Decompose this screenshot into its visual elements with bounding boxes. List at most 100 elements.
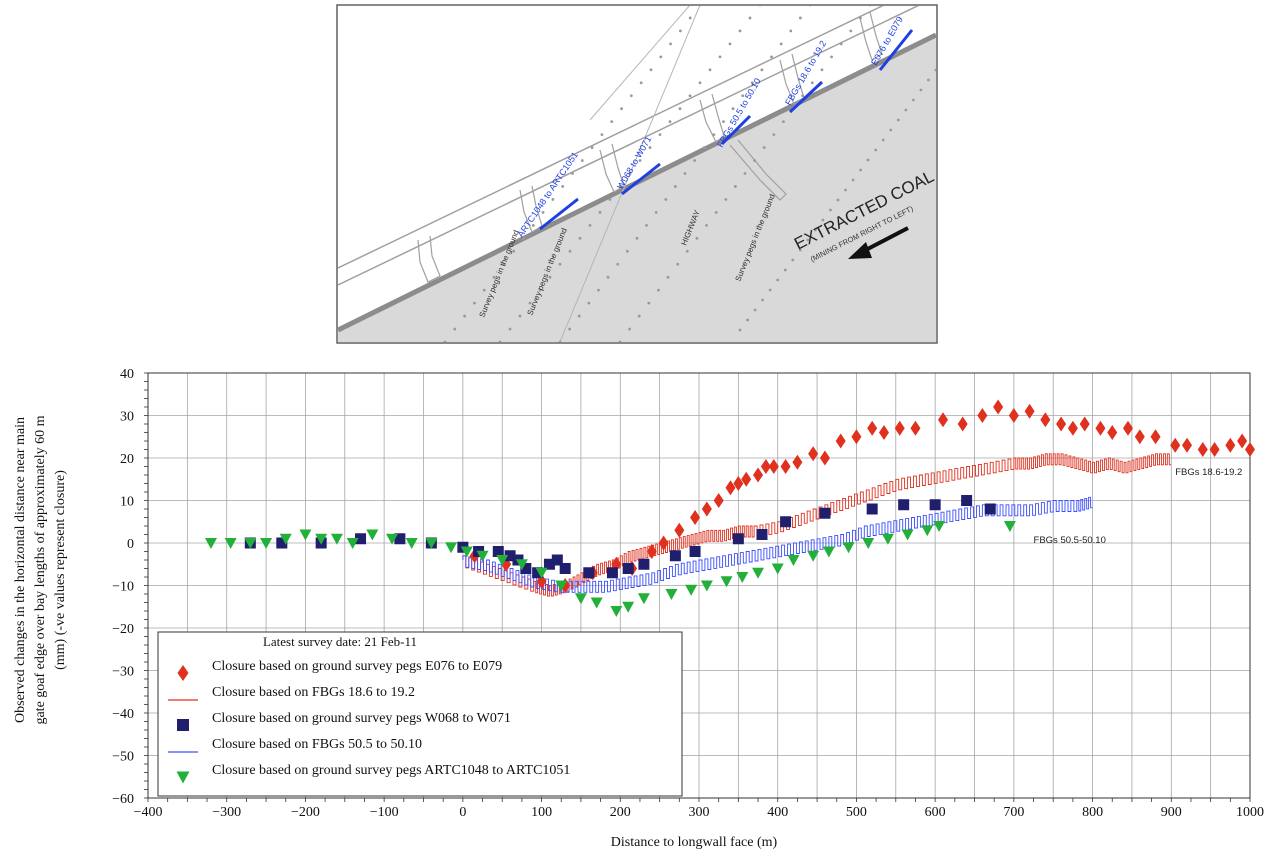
survey-peg-dot: [629, 94, 633, 98]
data-point: [1107, 425, 1118, 440]
legend-label: Closure based on ground survey pegs E076…: [212, 659, 502, 674]
data-point: [842, 542, 855, 554]
data-point: [901, 529, 914, 541]
survey-peg-dot: [645, 223, 648, 227]
data-point: [637, 593, 650, 605]
data-point: [867, 420, 878, 436]
data-point: [1079, 416, 1090, 432]
survey-peg-dot: [698, 81, 702, 85]
survey-peg-dot: [648, 146, 652, 149]
data-point: [543, 558, 555, 570]
data-point: [866, 503, 878, 515]
data-point: [819, 450, 830, 466]
data-point: [330, 533, 343, 545]
data-point: [1134, 429, 1145, 445]
survey-peg-dot: [791, 258, 795, 262]
survey-peg-dot: [625, 249, 629, 253]
survey-peg-dot: [760, 68, 764, 72]
data-point: [701, 501, 712, 517]
cut-throughs: [417, 11, 883, 283]
data-point: [532, 567, 544, 579]
survey-peg-dot: [568, 327, 572, 331]
survey-peg-dot: [770, 55, 773, 59]
data-point: [276, 537, 288, 549]
legend-box: [157, 631, 683, 797]
survey-peg-dot: [531, 223, 535, 227]
survey-peg-dot: [590, 146, 594, 149]
survey-peg-dot: [724, 198, 728, 201]
survey-peg-dot: [904, 108, 908, 112]
y-tick-label: −10: [112, 580, 134, 595]
data-point: [921, 525, 934, 537]
survey-peg-dot: [919, 88, 923, 92]
legend-label: Closure based on FBGs 50.5 to 50.10: [212, 737, 422, 752]
survey-peg-dot: [772, 133, 776, 137]
data-point: [535, 567, 548, 579]
data-point: [394, 533, 406, 545]
data-point: [878, 425, 889, 440]
survey-peg-dot: [482, 288, 486, 292]
survey-peg-dot: [810, 81, 814, 85]
data-point: [476, 550, 489, 562]
survey-peg-dot: [859, 168, 863, 172]
data-point: [771, 563, 784, 575]
y-tick-label: 30: [120, 410, 134, 425]
y-tick-label: 0: [127, 537, 134, 552]
survey-peg-dot: [699, 6, 701, 7]
data-point: [780, 516, 792, 528]
data-point: [244, 538, 257, 549]
survey-peg-dot: [911, 98, 915, 102]
survey-peg-dot: [830, 55, 833, 59]
survey-peg-dot: [568, 249, 572, 253]
survey-peg-dot: [708, 68, 712, 72]
data-point: [622, 601, 635, 613]
survey-peg-dot: [849, 29, 853, 33]
data-point: [638, 558, 650, 570]
data-point: [405, 538, 418, 549]
data-point: [674, 522, 685, 538]
legend-swatch: [176, 771, 190, 784]
x-tick-label: 200: [610, 805, 631, 820]
survey-peg-dot: [508, 327, 512, 331]
data-point: [910, 420, 921, 436]
series-markers-0: [469, 399, 1255, 593]
data-point: [713, 493, 724, 508]
data-point: [689, 546, 701, 557]
series-annotation: FBGs 18.6-19.2: [1175, 467, 1242, 478]
survey-peg-dot: [668, 120, 672, 124]
data-point: [720, 576, 733, 588]
survey-peg-dot: [722, 120, 725, 124]
data-point: [732, 533, 744, 545]
chart: −400 −300 −200 −100 0 100 200 300 400 500 600 700 80…: [13, 367, 1264, 850]
survey-peg-rows: [443, 6, 936, 342]
survey-peg-dot: [801, 94, 805, 98]
survey-peg-dot: [558, 262, 562, 266]
x-tick-label: −400: [134, 805, 163, 820]
survey-peg-dot: [688, 16, 692, 20]
survey-peg-dot: [658, 133, 662, 137]
y-axis-title: Observed changes in the horizontal dista…: [13, 415, 68, 724]
survey-peg-dot: [685, 249, 689, 253]
data-point: [224, 538, 237, 549]
survey-peg-dot: [798, 248, 802, 252]
legend-label: Closure based on ground survey pegs W068…: [212, 711, 511, 726]
y-axis-title-line-2: gate goaf edge over bay lengths of appro…: [33, 415, 48, 724]
survey-peg-dot: [753, 159, 757, 162]
y-tick-label: −20: [112, 622, 134, 637]
x-tick-label: 100: [531, 805, 552, 820]
map-inset: ARTC1048 to ARTC1051 W068 to W071 FBGs 5…: [336, 4, 938, 344]
survey-peg-dot: [673, 185, 677, 188]
section-line-e076: [878, 29, 914, 71]
survey-peg-dot: [813, 228, 817, 232]
data-point: [741, 471, 752, 487]
survey-peg-dot: [820, 68, 824, 72]
survey-peg-dot: [558, 340, 562, 342]
survey-peg-dot: [678, 29, 682, 33]
data-point: [551, 554, 563, 566]
survey-peg-dot: [588, 223, 592, 227]
survey-peg-dot: [608, 198, 612, 201]
survey-peg-dot: [889, 128, 893, 132]
survey-peg-dot: [741, 94, 745, 98]
survey-peg-dot: [753, 308, 757, 312]
data-point: [1245, 442, 1255, 457]
